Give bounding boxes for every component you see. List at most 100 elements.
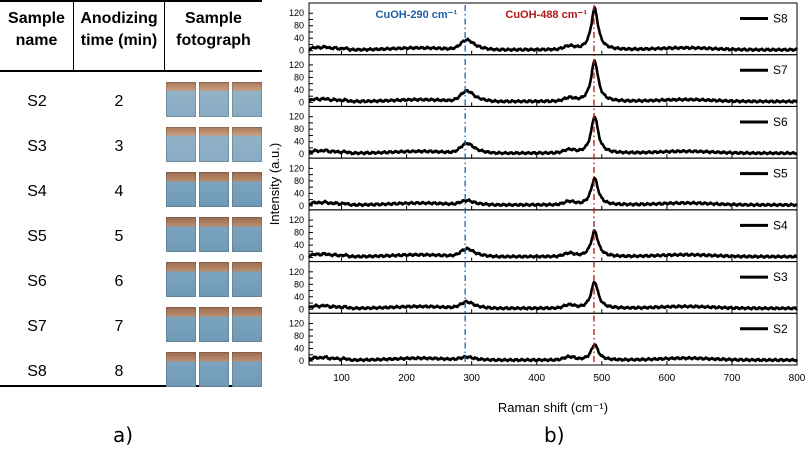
y-tick-label: 120 xyxy=(289,267,304,277)
x-tick-label: 700 xyxy=(724,373,741,384)
header-text: Sample xyxy=(185,10,242,27)
y-tick-label: 80 xyxy=(294,228,304,238)
sample-photo xyxy=(166,172,196,207)
y-tick-label: 0 xyxy=(299,149,304,159)
spectrum-line-s4 xyxy=(307,229,798,259)
x-tick-label: 200 xyxy=(398,373,415,384)
y-tick-label: 0 xyxy=(299,356,304,366)
cell-anodizing-time: 7 xyxy=(114,318,124,335)
legend-label: S6 xyxy=(773,115,788,129)
header-anodizing-time: Anodizing time (min) xyxy=(74,8,164,52)
header-text: Sample xyxy=(8,10,65,27)
sample-photo xyxy=(199,262,229,297)
y-tick-label: 80 xyxy=(294,279,304,289)
cell-anodizing-time: 8 xyxy=(114,363,124,380)
header-text: fotograph xyxy=(176,32,251,49)
sample-photo xyxy=(166,127,196,162)
sample-photo xyxy=(199,82,229,117)
legend-label: S5 xyxy=(773,167,788,181)
y-tick-label: 40 xyxy=(294,344,304,354)
y-tick-label: 80 xyxy=(294,331,304,341)
legend-label: S2 xyxy=(773,322,788,336)
y-tick-label: 80 xyxy=(294,21,304,31)
cell-sample-name: S8 xyxy=(27,363,47,380)
y-tick-label: 0 xyxy=(299,304,304,314)
spectrum-line-s6 xyxy=(308,115,798,156)
cell-sample-name: S6 xyxy=(27,273,47,290)
y-tick-label: 40 xyxy=(294,292,304,302)
cell-sample-name: S7 xyxy=(27,318,47,335)
y-tick-label: 80 xyxy=(294,124,304,134)
spectrum-line-s7 xyxy=(308,59,798,104)
x-tick-label: 600 xyxy=(659,373,676,384)
table-header-divider xyxy=(0,70,262,72)
panel-label-a: a) xyxy=(113,423,134,447)
y-tick-label: 40 xyxy=(294,240,304,250)
y-tick-label: 120 xyxy=(289,319,304,329)
panel-frame xyxy=(308,312,798,366)
panel-frame xyxy=(308,209,798,263)
cell-anodizing-time: 3 xyxy=(114,138,124,155)
sample-photo xyxy=(199,172,229,207)
x-tick-label: 500 xyxy=(593,373,610,384)
x-tick-label: 800 xyxy=(789,373,806,384)
cell-anodizing-time: 2 xyxy=(114,93,124,110)
legend-label: S3 xyxy=(773,270,788,284)
spectrum-line-s2 xyxy=(308,343,799,363)
y-tick-label: 40 xyxy=(294,137,304,147)
table-top-border xyxy=(0,0,262,2)
sample-table: Sample name Anodizing time (min) Sample … xyxy=(0,0,262,390)
x-tick-label: 400 xyxy=(528,373,545,384)
header-text: name xyxy=(15,32,58,49)
sample-photo xyxy=(166,307,196,342)
y-tick-label: 120 xyxy=(289,8,304,18)
panel-frame xyxy=(308,261,798,314)
y-tick-label: 120 xyxy=(289,163,304,173)
sample-photo xyxy=(232,127,262,162)
sample-photo xyxy=(232,352,262,387)
sample-photo xyxy=(232,307,262,342)
sample-photo xyxy=(166,262,196,297)
panel-frame xyxy=(308,54,798,107)
y-axis-label: Intensity (a.u.) xyxy=(267,143,282,225)
x-tick-label: 100 xyxy=(333,373,350,384)
annotation-label: CuOH-290 cm⁻¹ xyxy=(376,9,458,21)
cell-anodizing-time: 5 xyxy=(114,228,124,245)
y-tick-label: 80 xyxy=(294,72,304,82)
annotation-label: CuOH-488 cm⁻¹ xyxy=(505,9,587,21)
cell-anodizing-time: 4 xyxy=(114,183,124,200)
cell-sample-name: S4 xyxy=(27,183,47,200)
table-column-divider xyxy=(164,0,165,72)
y-tick-label: 120 xyxy=(289,60,304,70)
cell-sample-name: S5 xyxy=(27,228,47,245)
spectrum-line-s5 xyxy=(308,176,798,208)
y-tick-label: 80 xyxy=(294,176,304,186)
header-text: time (min) xyxy=(80,32,158,49)
y-tick-label: 0 xyxy=(299,201,304,211)
sample-photo xyxy=(199,127,229,162)
panel-label-b: b) xyxy=(544,423,565,447)
y-tick-label: 120 xyxy=(289,112,304,122)
header-text: Anodizing xyxy=(80,10,158,27)
cell-anodizing-time: 6 xyxy=(114,273,124,290)
sample-photo xyxy=(166,217,196,252)
sample-photo xyxy=(232,262,262,297)
sample-photo xyxy=(199,352,229,387)
y-tick-label: 40 xyxy=(294,85,304,95)
y-tick-label: 0 xyxy=(299,253,304,263)
y-tick-label: 120 xyxy=(289,215,304,225)
sample-photo xyxy=(166,82,196,117)
sample-photo xyxy=(166,352,196,387)
legend-label: S8 xyxy=(773,12,788,26)
table-column-divider xyxy=(73,0,74,72)
sample-photo xyxy=(199,217,229,252)
header-sample-photo: Sample fotograph xyxy=(165,8,262,52)
legend-label: S4 xyxy=(773,218,788,232)
spectrum-line-s8 xyxy=(308,6,799,52)
sample-photo xyxy=(199,307,229,342)
sample-photo xyxy=(232,82,262,117)
y-tick-label: 40 xyxy=(294,188,304,198)
table-bottom-border xyxy=(0,385,262,387)
legend-label: S7 xyxy=(773,63,788,77)
y-tick-label: 0 xyxy=(299,97,304,107)
